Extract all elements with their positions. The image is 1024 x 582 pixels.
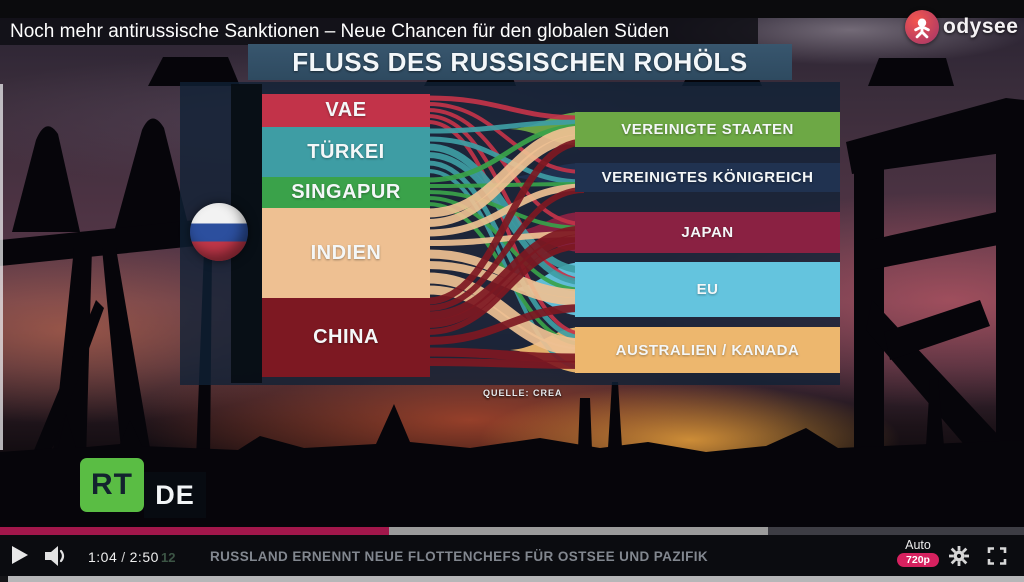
- current-time: 1:04: [88, 549, 118, 565]
- sankey-node-right-label: EU: [696, 281, 719, 298]
- odysee-spaceman-icon: [905, 10, 939, 44]
- rt-logo-text: RT: [91, 468, 133, 501]
- odysee-logo[interactable]: odysee: [905, 8, 1023, 46]
- rt-de-logo: DE: [144, 472, 206, 518]
- fullscreen-button[interactable]: [987, 546, 1007, 566]
- sankey-node-left-label: CHINA: [313, 326, 379, 348]
- source-note: QUELLE: CREA: [483, 388, 563, 398]
- frame-edge-highlight: [0, 84, 3, 450]
- sankey-node-left-label: TÜRKEI: [307, 140, 385, 163]
- chart-title-bar: FLUSS DES RUSSISCHEN ROHÖLS: [248, 44, 792, 80]
- sankey-node-left: SINGAPUR: [262, 177, 430, 208]
- chart-title: FLUSS DES RUSSISCHEN ROHÖLS: [292, 46, 748, 77]
- sankey-node-left-label: INDIEN: [310, 241, 382, 264]
- sankey-node-right-label: VEREINIGTES KÖNIGREICH: [601, 169, 814, 186]
- ticker-fragment: 12: [161, 550, 176, 565]
- odysee-wordmark: odysee: [943, 15, 1019, 38]
- sankey-node-left: INDIEN: [262, 208, 430, 298]
- speaker-icon: [45, 546, 65, 566]
- settings-button[interactable]: [948, 545, 970, 567]
- sankey-node-left: CHINA: [262, 298, 430, 377]
- sankey-node-left-label: SINGAPUR: [291, 181, 401, 203]
- sankey-node-right: VEREINIGTES KÖNIGREICH: [575, 163, 840, 192]
- progress-played: [0, 527, 390, 535]
- play-button[interactable]: [12, 546, 28, 564]
- sankey-node-right-label: AUSTRALIEN / KANADA: [615, 341, 800, 359]
- sankey-node-right: VEREINIGTE STAATEN: [575, 112, 840, 147]
- page-edge-corner: [0, 576, 8, 582]
- sankey-node-left-label: VAE: [325, 99, 367, 121]
- sankey-node-right-label: JAPAN: [681, 224, 734, 241]
- sankey-node-right: AUSTRALIEN / KANADA: [575, 327, 840, 373]
- fullscreen-icon: [987, 547, 1007, 565]
- gear-icon: [948, 545, 970, 567]
- rt-de-logo-text: DE: [155, 479, 195, 510]
- volume-button[interactable]: [44, 545, 70, 567]
- letterbox-bar: [0, 0, 1024, 18]
- time-display: 1:04/2:50: [88, 549, 159, 565]
- sankey-node-right: EU: [575, 262, 840, 317]
- quality-badge[interactable]: 720p: [897, 553, 939, 567]
- control-bar: [0, 535, 1024, 576]
- infographic-panel: VAE TÜRKEI SINGAPUR INDIEN CHINA VEREINIGTE …: [180, 82, 840, 385]
- progress-bar[interactable]: [0, 527, 1024, 535]
- time-separator: /: [121, 549, 126, 565]
- sankey-flows: [427, 95, 585, 373]
- russia-flag-icon: [190, 203, 248, 261]
- sankey-node-right: JAPAN: [575, 212, 840, 253]
- quality-auto-label: Auto: [905, 538, 931, 552]
- video-title: Noch mehr antirussische Sanktionen – Neu…: [10, 21, 670, 42]
- video-title-overlay: Noch mehr antirussische Sanktionen – Neu…: [0, 18, 758, 45]
- duration: 2:50: [129, 549, 159, 565]
- news-ticker: RUSSLAND ERNENNT NEUE FLOTTENCHEFS FÜR O…: [210, 549, 709, 564]
- rt-logo: RT: [80, 458, 144, 512]
- sankey-node-left: TÜRKEI: [262, 127, 430, 177]
- sankey-node-right-label: VEREINIGTE STAATEN: [621, 121, 794, 138]
- page-edge-strip: [0, 576, 1024, 582]
- sankey-node-left: VAE: [262, 94, 430, 127]
